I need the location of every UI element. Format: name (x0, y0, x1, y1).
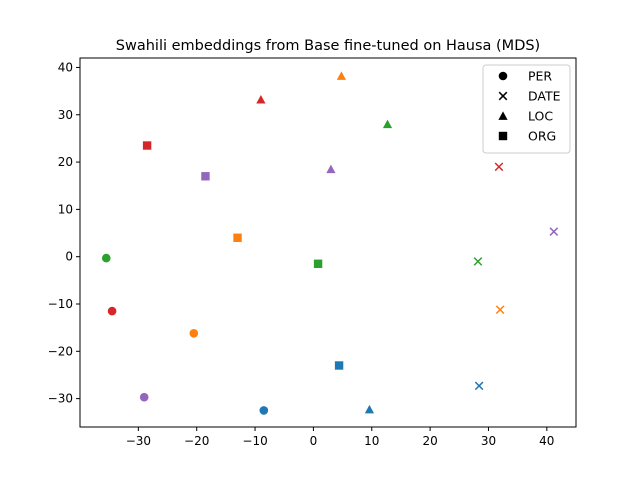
x-axis-ticks: −30 −20 −10 0 10 20 30 40 (126, 427, 554, 448)
data-point-circle (259, 406, 269, 415)
x-tick-label: 10 (364, 434, 379, 448)
legend-marker-square (498, 131, 508, 141)
y-tick-label: 20 (58, 155, 73, 169)
data-point-triangle (364, 404, 375, 414)
data-point-square (142, 141, 152, 150)
data-point-triangle (382, 119, 393, 129)
data-point-triangle (326, 164, 336, 174)
data-point-x (494, 162, 504, 172)
x-tick-label: 20 (422, 434, 437, 448)
legend-label: LOC (528, 109, 553, 124)
data-point-square (313, 259, 323, 268)
data-point-circle (101, 253, 111, 263)
y-tick-label: −10 (48, 297, 73, 311)
y-tick-label: 10 (58, 202, 73, 216)
y-tick-label: 40 (58, 60, 73, 74)
y-tick-label: −30 (48, 392, 73, 406)
data-point-x (474, 381, 484, 391)
y-tick-label: 30 (58, 108, 73, 122)
x-tick-label: −10 (242, 434, 267, 448)
data-point-x (549, 227, 559, 236)
legend: PER DATE LOC ORG (482, 64, 571, 154)
x-tick-label: 40 (539, 434, 554, 448)
data-point-x (495, 305, 505, 315)
chart-title: Swahili embeddings from Base fine-tuned … (116, 38, 540, 54)
legend-marker-triangle (498, 111, 508, 120)
data-point-triangle (336, 71, 347, 80)
legend-marker-x (498, 91, 508, 101)
data-point-circle (189, 329, 199, 338)
x-tick-label: 30 (481, 434, 496, 448)
x-tick-label: −30 (126, 434, 151, 448)
data-point-square (233, 233, 242, 242)
legend-label: PER (528, 69, 552, 84)
y-tick-label: 0 (65, 250, 73, 264)
data-point-square (334, 361, 344, 370)
y-axis-ticks: −30 −20 −10 0 10 20 30 40 (48, 60, 80, 406)
y-tick-label: −20 (48, 344, 73, 358)
legend-box (482, 64, 571, 154)
x-tick-label: −20 (184, 434, 209, 448)
legend-label: ORG (528, 129, 556, 144)
data-point-triangle (256, 95, 266, 104)
x-tick-label: 0 (310, 434, 318, 448)
data-point-circle (107, 306, 117, 316)
data-point-circle (139, 392, 149, 402)
data-points (101, 71, 559, 415)
legend-label: DATE (528, 89, 561, 104)
plot-area-frame (79, 57, 577, 428)
data-point-square (201, 172, 210, 181)
legend-marker-circle (498, 71, 508, 81)
data-point-x (473, 257, 483, 266)
